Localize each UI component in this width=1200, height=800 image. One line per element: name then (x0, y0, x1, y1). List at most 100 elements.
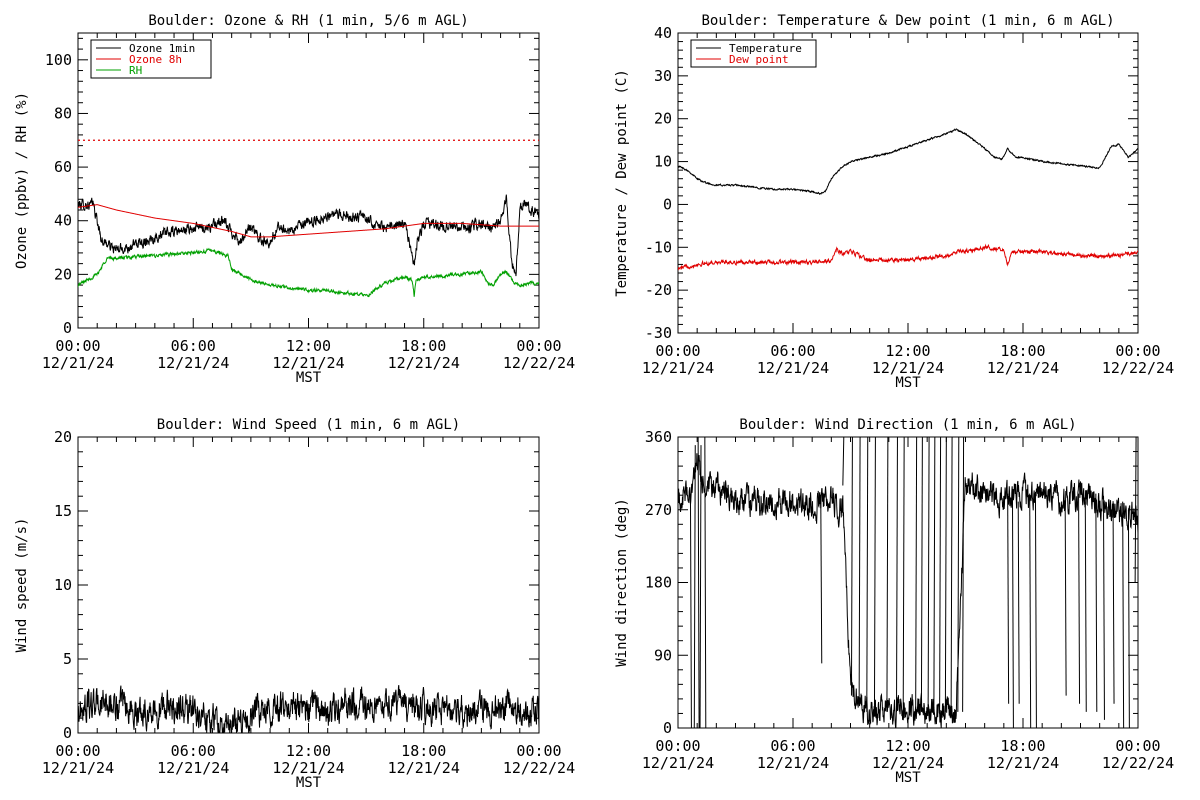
series-line-0 (78, 194, 539, 277)
chart-title: Boulder: Wind Direction (1 min, 6 m AGL) (739, 417, 1076, 433)
series-jump-line (704, 437, 707, 728)
y-tick-label: 100 (45, 51, 72, 69)
x-tick-time-label: 12:00 (286, 337, 331, 355)
series-jump-line (842, 437, 845, 486)
x-tick-time-label: 18:00 (401, 337, 446, 355)
series-jump-line (689, 493, 692, 728)
series-jump-line (1103, 501, 1105, 720)
series-line-0 (78, 685, 539, 733)
y-tick-label: 10 (654, 153, 672, 171)
x-tick-time-label: 00:00 (55, 337, 100, 355)
x-tick-time-label: 00:00 (55, 742, 100, 760)
y-tick-label: 20 (54, 428, 72, 446)
y-tick-label: 90 (654, 646, 672, 664)
y-tick-label: 60 (54, 158, 72, 176)
series-jump-line (1029, 493, 1032, 728)
legend-label: Temperature (729, 42, 802, 55)
series-jump-line (1122, 501, 1125, 728)
series-jump-line (1112, 509, 1115, 704)
x-tick-time-label: 12:00 (885, 342, 930, 360)
legend-label: Ozone 1min (129, 42, 195, 55)
x-tick-date-label: 12/21/24 (642, 754, 714, 772)
x-tick-date-label: 12/21/24 (42, 354, 114, 372)
series-line-2 (78, 247, 539, 298)
series-jump-line (962, 437, 965, 712)
plot-area (678, 128, 1138, 271)
x-tick-date-label: 12/22/24 (503, 354, 575, 372)
series-line-0 (678, 128, 1138, 196)
legend-label: RH (129, 64, 142, 77)
x-tick-date-label: 12/21/24 (388, 759, 460, 777)
y-tick-label: 0 (663, 195, 672, 213)
x-axis-label: MST (296, 775, 322, 791)
y-tick-label: -10 (645, 238, 672, 256)
plot-area (678, 437, 1138, 728)
y-tick-label: 360 (645, 428, 672, 446)
x-axis-label: MST (895, 770, 921, 786)
series-jump-line (950, 437, 953, 712)
plot-frame (677, 32, 1139, 334)
plot-area (78, 194, 539, 298)
series-line-1 (678, 243, 1138, 271)
x-tick-date-label: 12/21/24 (388, 354, 460, 372)
plot-frame (677, 436, 1139, 729)
x-tick-date-label: 12/21/24 (157, 759, 229, 777)
x-axis-label: MST (895, 375, 921, 391)
x-tick-time-label: 00:00 (516, 742, 561, 760)
x-tick-date-label: 12/22/24 (503, 759, 575, 777)
chart-ozone_rh: Boulder: Ozone & RH (1 min, 5/6 m AGL) Oz… (14, 13, 575, 386)
y-axis-label: Temperature / Dew point (C) (614, 69, 630, 297)
series-jump-line (957, 437, 960, 712)
series-jump-line (820, 501, 823, 664)
series-jump-line (1064, 501, 1067, 696)
y-tick-label: -20 (645, 281, 672, 299)
series-jump-line (1011, 493, 1014, 728)
y-tick-label: -30 (645, 324, 672, 342)
y-tick-label: 5 (63, 650, 72, 668)
series-jump-line (1127, 509, 1130, 728)
x-tick-time-label: 12:00 (286, 742, 331, 760)
series-jump-line (1095, 493, 1098, 712)
y-tick-label: 0 (663, 719, 672, 737)
x-tick-date-label: 12/21/24 (872, 754, 944, 772)
y-tick-label: 80 (54, 104, 72, 122)
y-tick-label: 180 (645, 574, 672, 592)
x-axis-label: MST (296, 370, 322, 386)
x-tick-time-label: 00:00 (655, 737, 700, 755)
series-line-1 (78, 204, 539, 238)
x-tick-date-label: 12/22/24 (1102, 359, 1174, 377)
y-tick-label: 40 (654, 24, 672, 42)
x-tick-date-label: 12/21/24 (157, 354, 229, 372)
series-jump-line (850, 437, 853, 696)
y-axis-label: Wind direction (deg) (614, 498, 630, 667)
series-jump-line (944, 437, 947, 712)
series-jump-line (1017, 501, 1020, 704)
x-tick-time-label: 06:00 (770, 342, 815, 360)
y-tick-label: 40 (54, 212, 72, 230)
y-tick-label: 0 (63, 319, 72, 337)
legend-label: Dew point (729, 53, 789, 66)
x-tick-date-label: 12/21/24 (42, 759, 114, 777)
series-jump-line (915, 437, 918, 712)
plot-area (78, 685, 539, 733)
series-jump-line (902, 437, 905, 712)
y-tick-label: 20 (654, 110, 672, 128)
legend-label: Ozone 8h (129, 53, 182, 66)
series-jump-line (939, 437, 942, 712)
y-tick-label: 270 (645, 501, 672, 519)
chart-temp_dew: Boulder: Temperature & Dew point (1 min,… (614, 13, 1174, 391)
series-jump-line (1034, 493, 1037, 728)
x-tick-date-label: 12/21/24 (872, 359, 944, 377)
x-tick-date-label: 12/21/24 (757, 754, 829, 772)
series-jump-line (697, 437, 700, 728)
series-jump-line (693, 445, 696, 728)
series-jump-line (886, 437, 889, 712)
x-tick-date-label: 12/21/24 (987, 359, 1059, 377)
x-tick-date-label: 12/21/24 (272, 354, 344, 372)
chart-title: Boulder: Ozone & RH (1 min, 5/6 m AGL) (148, 13, 468, 29)
y-tick-label: 15 (54, 502, 72, 520)
plot-frame (77, 436, 540, 734)
x-tick-time-label: 00:00 (1115, 342, 1160, 360)
series-jump-line (873, 437, 876, 712)
series-jump-line (927, 437, 930, 712)
